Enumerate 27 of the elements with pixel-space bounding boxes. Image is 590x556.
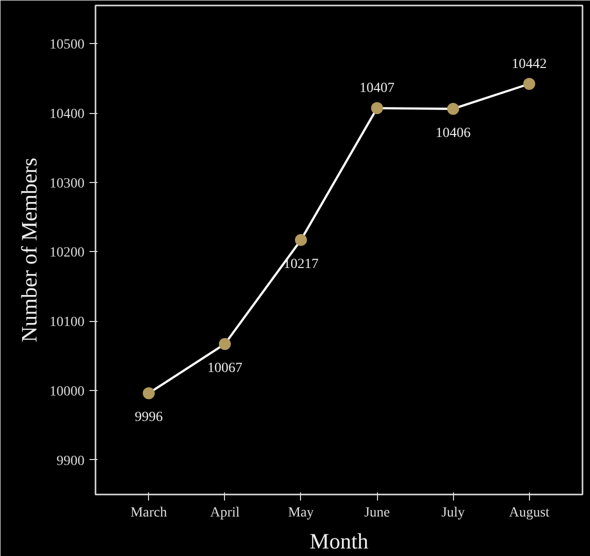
y-tick-label: 10400 bbox=[50, 107, 84, 122]
point bbox=[447, 102, 460, 115]
point bbox=[218, 338, 231, 350]
data-label: 10067 bbox=[207, 360, 242, 376]
point bbox=[142, 387, 155, 400]
y-tick-label: 9900 bbox=[56, 454, 84, 469]
point bbox=[523, 78, 536, 90]
x-tick-label: April bbox=[210, 506, 240, 520]
y-tick-label: 10100 bbox=[50, 315, 84, 330]
data-label: 10217 bbox=[283, 256, 318, 272]
y-tick-label: 10300 bbox=[50, 176, 84, 192]
y-tick-label: 10200 bbox=[50, 246, 84, 261]
y-tick-label: 10500 bbox=[50, 38, 84, 53]
x-tick-label: July bbox=[441, 506, 465, 520]
data-label: 9996 bbox=[134, 410, 163, 426]
x-axis-title: Month bbox=[310, 528, 368, 554]
point bbox=[371, 102, 384, 114]
y-tick-label: 10000 bbox=[50, 384, 84, 400]
data-label: 10406 bbox=[436, 126, 471, 141]
data-label: 10442 bbox=[512, 56, 547, 72]
x-tick-label: June bbox=[364, 506, 390, 520]
y-axis-title: Number of Members bbox=[16, 158, 42, 342]
data-label: 10407 bbox=[360, 81, 395, 96]
x-tick-label: March bbox=[130, 506, 168, 520]
x-tick-label: August bbox=[509, 506, 550, 520]
point bbox=[294, 234, 307, 246]
x-tick-label: May bbox=[288, 506, 314, 520]
